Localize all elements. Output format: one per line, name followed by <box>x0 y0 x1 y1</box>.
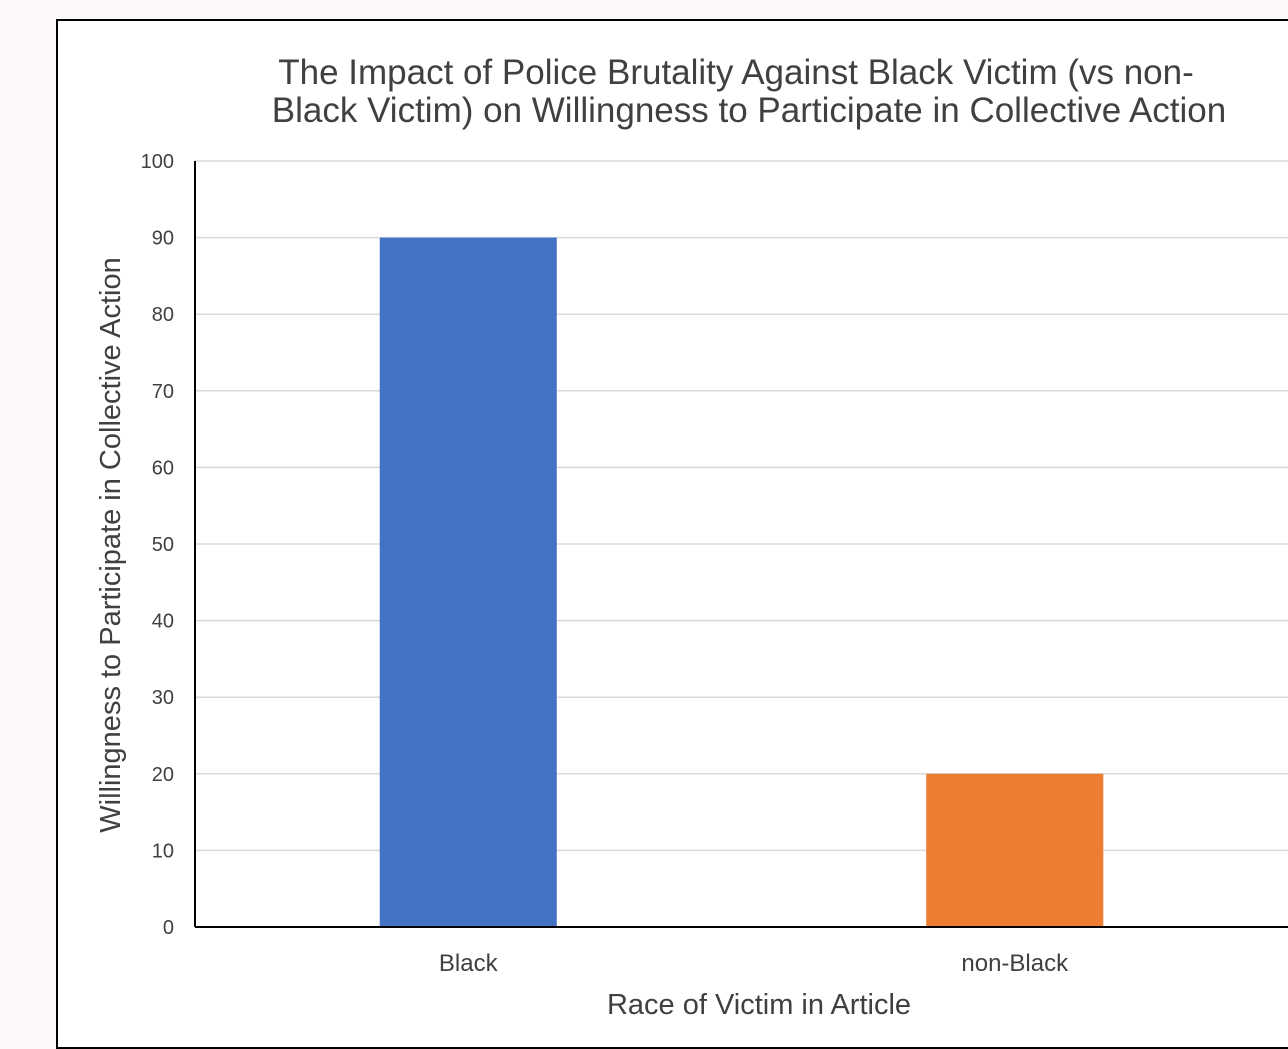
y-tick-label: 100 <box>141 151 174 173</box>
y-tick-label: 20 <box>152 764 174 786</box>
bar-non-black <box>926 773 1104 927</box>
y-tick-label: 70 <box>152 381 174 403</box>
bar-black <box>379 237 557 928</box>
x-axis-label: Race of Victim in Article <box>607 989 911 1021</box>
axes <box>194 161 1288 928</box>
y-tick-label: 90 <box>152 228 174 250</box>
y-tick-label: 10 <box>152 840 174 862</box>
y-tick-label: 80 <box>152 304 174 326</box>
x-tick-labels: Black non-Black <box>439 950 1069 977</box>
x-tick-label: Black <box>439 950 499 977</box>
gridlines <box>195 160 1288 852</box>
y-tick-label: 30 <box>152 687 174 709</box>
y-tick-label: 0 <box>163 917 174 939</box>
x-tick-label: non-Black <box>961 950 1069 977</box>
chart-title-line-1: The Impact of Police Brutality Against B… <box>278 53 1194 92</box>
y-tick-labels: 0 10 20 30 40 50 60 70 80 90 100 <box>141 151 174 939</box>
y-axis-label: Willingness to Participate in Collective… <box>95 257 127 832</box>
y-tick-label: 50 <box>152 534 174 556</box>
y-tick-label: 40 <box>152 611 174 633</box>
chart-title-line-2: Black Victim) on Willingness to Particip… <box>272 91 1226 130</box>
bars <box>379 237 1104 928</box>
y-tick-label: 60 <box>152 457 174 479</box>
